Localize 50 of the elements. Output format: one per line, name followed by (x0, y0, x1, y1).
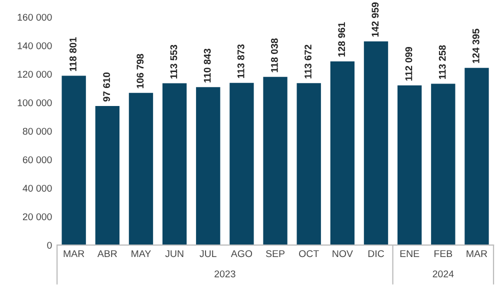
data-label: 113 873 (237, 44, 244, 78)
data-label: 97 610 (103, 72, 110, 102)
x-tick-label: ABR (97, 250, 117, 258)
x-tick-label: ENE (400, 250, 420, 258)
data-label: 113 258 (438, 45, 446, 79)
x-tick-label: FEB (434, 250, 452, 258)
bar (431, 84, 456, 246)
y-tick-label: 0 (47, 242, 52, 249)
data-label: 118 038 (271, 38, 278, 72)
x-tick-label: SEP (266, 250, 284, 258)
bar (263, 76, 288, 246)
x-tick-label: MAR (466, 250, 488, 258)
y-tick-label: 60 000 (22, 156, 52, 164)
data-label: 128 961 (338, 22, 346, 57)
data-label: 113 672 (304, 44, 312, 78)
data-label: 118 801 (70, 37, 76, 72)
y-tick-label: 20 000 (22, 213, 52, 220)
bar (364, 41, 388, 246)
x-tick-label: JUN (165, 250, 184, 258)
y-tick-label: 100 000 (18, 99, 52, 106)
data-label: 112 099 (405, 46, 412, 81)
text: 2024 (432, 270, 454, 278)
bar (95, 106, 120, 246)
x-tick-label: MAR (64, 250, 84, 258)
bar (464, 68, 489, 246)
bar (330, 61, 355, 246)
bar (128, 92, 154, 246)
bar (162, 83, 187, 246)
data-label: 142 959 (372, 2, 379, 37)
data-label: 110 843 (204, 48, 211, 82)
y-tick-label: 40 000 (22, 184, 52, 192)
x-tick-label: MAY (132, 250, 151, 258)
bar (196, 87, 220, 246)
y-tick-label: 140 000 (18, 42, 52, 50)
x-tick-label: OCT (299, 250, 319, 258)
y-tick-label: 80 000 (22, 128, 52, 135)
data-label: 106 798 (136, 54, 144, 88)
x-tick-label: NOV (332, 250, 353, 258)
y-tick-label: 120 000 (18, 70, 52, 78)
y-tick-label: 160 000 (18, 14, 52, 21)
bar (62, 76, 86, 246)
bar (397, 85, 422, 246)
data-label: 124 395 (472, 28, 480, 64)
data-label: 113 553 (170, 44, 178, 79)
text: 2023 (214, 270, 236, 278)
bar (296, 83, 321, 246)
bar (230, 82, 254, 246)
x-tick-label: AGO (230, 250, 252, 258)
x-tick-label: DIC (368, 250, 384, 258)
x-tick-label: JUL (200, 250, 216, 258)
